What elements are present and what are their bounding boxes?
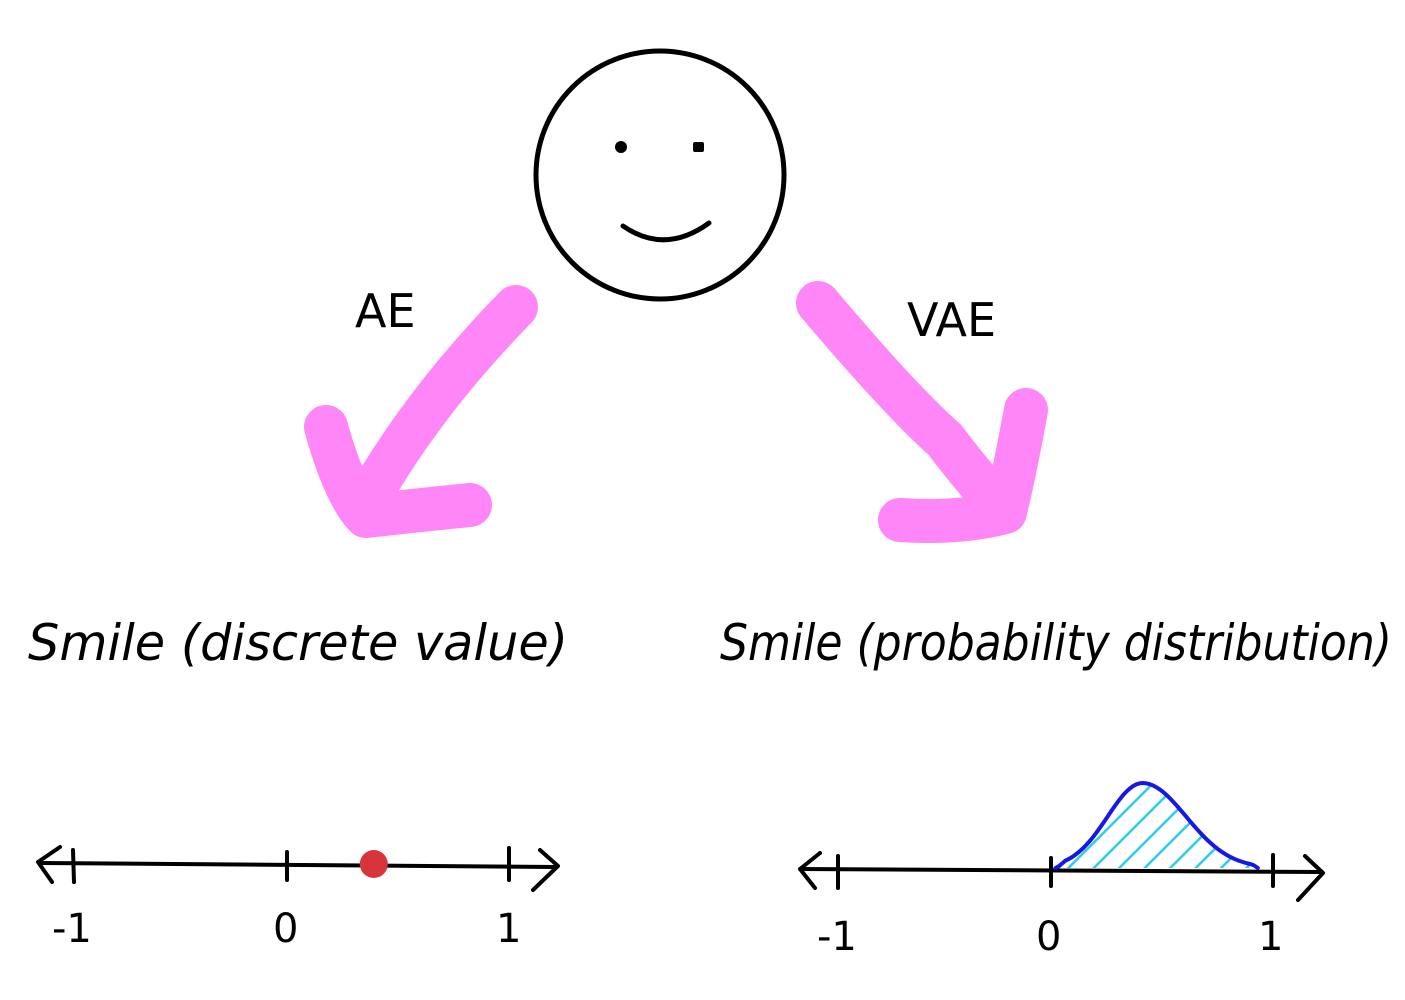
ae-number-line: -1 0 1: [36, 845, 560, 952]
right-eye: [693, 142, 704, 152]
vae-axis-line: [798, 867, 1324, 874]
ae-axis-left-arrowhead: [36, 845, 62, 884]
ae-axis-line: [38, 861, 558, 869]
vae-label: VAE: [907, 293, 996, 347]
vae-axis-right-arrowhead: [1296, 854, 1325, 902]
ae-axis-right-arrowhead: [531, 848, 560, 892]
mouth: [620, 220, 712, 243]
ae-arrow-head: [304, 405, 492, 538]
vae-axis-left-arrowhead: [798, 851, 822, 890]
left-eye: [615, 141, 627, 153]
vae-arrow-shaft: [796, 281, 1022, 527]
vae-caption: Smile (probability distribution): [720, 614, 1392, 672]
ae-caption: Smile (discrete value): [28, 614, 568, 672]
vae-arrow: [796, 281, 1048, 543]
ae-tick-label-minus-one: -1: [52, 906, 92, 952]
ae-label: AE: [355, 284, 416, 338]
vae-number-line: -1 0 1: [798, 781, 1325, 960]
ae-tick-label-zero: 0: [273, 906, 298, 952]
smiley-face-icon: [533, 48, 787, 302]
ae-arrow: [304, 285, 538, 538]
vae-tick-label-zero: 0: [1036, 914, 1061, 960]
ae-tick-minus-one: [71, 848, 76, 884]
ae-value-point: [359, 850, 388, 878]
vae-tick-label-minus-one: -1: [817, 914, 857, 960]
vae-arrow-head: [878, 388, 1048, 543]
vae-distribution-curve: [1053, 781, 1260, 870]
ae-arrow-shaft: [340, 285, 538, 532]
vae-distribution-fill: [1055, 783, 1258, 868]
face-outline: [533, 48, 787, 302]
vae-tick-label-one: 1: [1258, 914, 1283, 960]
ae-tick-label-one: 1: [496, 906, 521, 952]
